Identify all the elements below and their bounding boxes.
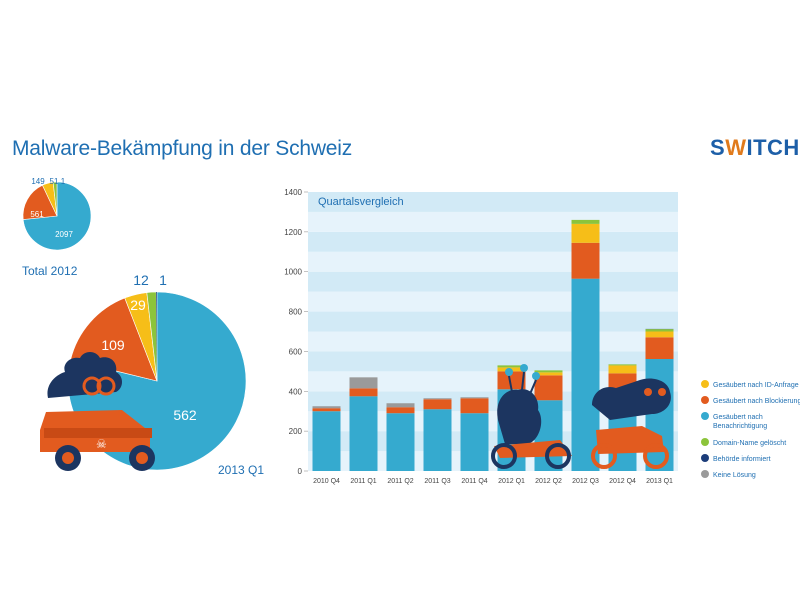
legend-label: Gesäubert nach Blockierung: [713, 398, 800, 405]
plot-band: [308, 192, 678, 212]
pie-slice-label: 1: [159, 272, 167, 288]
pie-slice-label: 2097: [55, 230, 73, 239]
x-tick-label: 2011 Q1: [350, 478, 376, 485]
bar-segment-orange: [349, 388, 378, 397]
svg-text:☠: ☠: [96, 437, 107, 451]
bar-segment-grey: [386, 403, 415, 408]
pie-slice-orange: [22, 184, 58, 220]
pie-total-2012: 2097 561 149 51 1: [22, 177, 92, 251]
logo-part: S: [710, 135, 726, 160]
x-tick-label: 2012 Q1: [498, 478, 525, 485]
plot-band: [308, 211, 678, 232]
pie-2013-q1-title: 2013 Q1: [218, 463, 264, 477]
bar-segment-grey: [460, 397, 489, 399]
pie-slice-label: 562: [173, 407, 197, 423]
pie-slice-label: 109: [101, 337, 125, 353]
logo-part: ITCH: [746, 135, 800, 160]
legend-label: Keine Lösung: [713, 472, 756, 479]
bar-segment-green: [571, 219, 600, 224]
y-tick-label: 0: [298, 467, 303, 476]
pie-slice-label: 51: [50, 177, 59, 186]
bar-segment-blue: [645, 359, 674, 471]
x-tick-label: 2011 Q2: [387, 478, 413, 485]
y-tick-label: 800: [289, 308, 303, 317]
bar-segment-green: [645, 329, 674, 332]
bar-segment-orange: [571, 242, 600, 279]
pie-total-2012-title: Total 2012: [22, 264, 78, 278]
scooter-monster-illustration-left: [491, 364, 572, 469]
y-tick-label: 400: [289, 387, 303, 396]
x-tick-label: 2012 Q3: [572, 478, 599, 485]
logo-part-w: W: [725, 135, 747, 160]
pie-slice-navy: [156, 292, 157, 381]
plot-band: [308, 291, 678, 312]
legend-label: Behörde informiert: [713, 456, 771, 463]
bar-segment-green: [534, 370, 563, 373]
scooter-monster-illustration-right: [591, 378, 671, 469]
bar-segment-orange: [497, 371, 526, 390]
bar-segment-yellow: [534, 372, 563, 376]
bar-segment-blue: [349, 396, 378, 471]
bar-segment-grey: [423, 398, 452, 400]
bar-segment-grey: [349, 377, 378, 389]
pie-slice-label: 149: [31, 177, 45, 186]
bar-segment-blue: [571, 278, 600, 471]
pie-slice-label: 1: [61, 177, 66, 186]
y-tick-label: 1400: [284, 188, 302, 197]
legend-swatch-yellow: [701, 380, 709, 388]
legend-label: Gesäubert nach ID-Anfrage: [713, 382, 799, 389]
jeep-monster-illustration: ☠: [40, 352, 155, 471]
plot-band: [308, 251, 678, 272]
bar-segment-yellow: [608, 365, 637, 374]
pie-slice-label: 561: [30, 210, 44, 219]
pie-slice-green: [146, 291, 158, 382]
plot-band: [308, 271, 678, 292]
legend-label: Gesäubert nach Benachrichtigung: [713, 414, 767, 430]
y-tick-label: 200: [289, 427, 303, 436]
pie-slice-green: [52, 181, 58, 217]
switch-logo: SWITCH: [710, 135, 800, 161]
y-tick-label: 1200: [284, 228, 302, 237]
y-tick-label: 600: [289, 347, 303, 356]
legend-label: Domain-Name gelöscht: [713, 440, 786, 447]
legend-swatch-orange: [701, 396, 709, 404]
bar-segment-green: [608, 364, 637, 366]
x-tick-label: 2011 Q4: [461, 478, 487, 485]
plot-band: [308, 311, 678, 332]
bar-segment-orange: [534, 375, 563, 401]
x-tick-label: 2013 Q1: [646, 478, 673, 485]
pie-slice-label: 12: [133, 272, 149, 288]
x-tick-label: 2012 Q2: [535, 478, 562, 485]
legend-swatch-grey: [701, 470, 709, 478]
bar-segment-yellow: [645, 331, 674, 338]
legend-swatch-blue: [701, 412, 709, 420]
bar-segment-orange: [386, 407, 415, 414]
bar-segment-blue: [423, 409, 452, 471]
x-tick-label: 2011 Q3: [424, 478, 450, 485]
y-axis: 0 200 400 600 800 1000 1200 1400: [284, 188, 308, 476]
bar-segment-orange: [423, 399, 452, 410]
legend: Gesäubert nach ID-Anfrage Gesäubert nach …: [701, 380, 800, 479]
plot-band: [308, 231, 678, 252]
bar-segment-orange: [460, 398, 489, 414]
plot-band: [308, 331, 678, 352]
bar-segment-blue: [460, 413, 489, 471]
bar-segment-blue: [386, 413, 415, 471]
x-tick-label: 2012 Q4: [609, 478, 636, 485]
x-axis: 2010 Q4 2011 Q1 2011 Q2 2011 Q3 2011 Q4 2012 …: [313, 478, 673, 485]
bar-segment-blue: [312, 411, 341, 471]
bar-segment-orange: [645, 337, 674, 360]
bar-segment-yellow: [571, 223, 600, 243]
bar-segment-grey: [312, 406, 341, 409]
y-tick-label: 1000: [284, 268, 302, 277]
legend-swatch-green: [701, 438, 709, 446]
x-tick-label: 2010 Q4: [313, 478, 340, 485]
bar-chart-title: Quartalsvergleich: [318, 196, 404, 208]
bar-segment-orange: [312, 408, 341, 412]
bar-segment-green: [497, 365, 526, 368]
pie-slice-label: 29: [130, 297, 146, 313]
legend-swatch-navy: [701, 454, 709, 462]
page-title: Malware-Bekämpfung in der Schweiz: [12, 137, 353, 160]
